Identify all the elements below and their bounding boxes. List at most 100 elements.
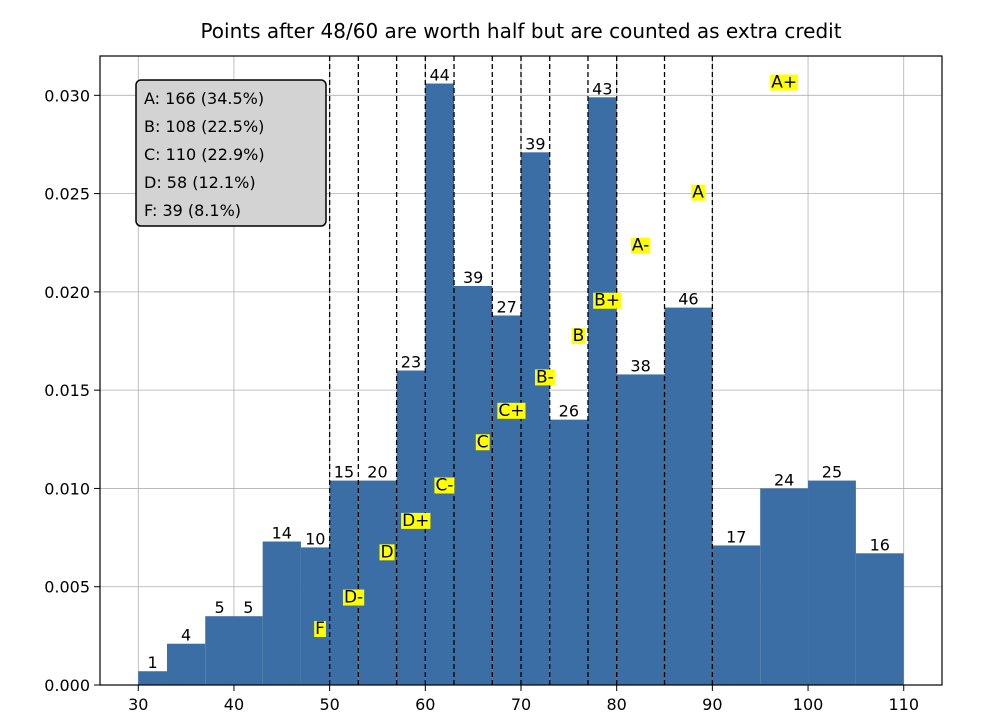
grade-label: C- xyxy=(434,476,455,496)
grade-label: D xyxy=(379,542,395,562)
bar-count-label: 23 xyxy=(401,353,421,372)
bar-count-label: 16 xyxy=(870,535,890,554)
y-tick-label: 0.020 xyxy=(44,283,90,302)
histogram-bar xyxy=(329,480,359,685)
grade-label-highlight xyxy=(691,184,706,201)
bar-count-label: 17 xyxy=(726,527,746,546)
bar-count-label: 44 xyxy=(429,66,449,85)
grade-label: D- xyxy=(342,588,365,608)
grade-label-text: B xyxy=(573,326,585,346)
grade-label-text: F xyxy=(315,619,325,639)
x-tick-label: 110 xyxy=(888,695,919,714)
x-tick-label: 60 xyxy=(415,695,435,714)
x-tick-label: 90 xyxy=(702,695,722,714)
grade-label-text: B- xyxy=(536,367,554,387)
grade-label-text: B+ xyxy=(594,291,620,311)
bar-count-label: 14 xyxy=(272,524,292,543)
bar-count-label: 39 xyxy=(525,134,545,153)
y-axis-ticks: 0.000 0.005 0.010 0.015 0.020 0.025 0.030 xyxy=(44,86,100,695)
histogram-bar xyxy=(587,97,617,685)
legend-line-f: F: 39 (8.1%) xyxy=(144,201,241,220)
histogram-bar xyxy=(300,547,330,685)
histogram-bar xyxy=(616,374,665,685)
histogram-bar xyxy=(712,545,761,685)
y-tick-label: 0.025 xyxy=(44,185,90,204)
histogram-bar xyxy=(358,480,397,685)
grade-label-text: C+ xyxy=(498,401,524,421)
grade-label-highlight xyxy=(630,237,651,254)
grade-label-highlight xyxy=(593,292,622,309)
histogram-bar xyxy=(166,643,206,685)
x-tick-label: 50 xyxy=(319,695,339,714)
histogram-bar xyxy=(760,488,809,685)
grade-label-text: D- xyxy=(344,588,363,608)
bar-count-label: 39 xyxy=(463,268,483,287)
grade-label: B- xyxy=(535,367,555,387)
y-tick-label: 0.015 xyxy=(44,381,90,400)
grade-label-highlight xyxy=(342,589,365,606)
histogram-bar xyxy=(205,616,234,685)
y-tick-label: 0.010 xyxy=(44,479,90,498)
grade-label: C xyxy=(475,432,490,452)
bar-count-label: 5 xyxy=(243,598,253,617)
grade-label: A xyxy=(691,183,706,203)
x-tick-label: 30 xyxy=(128,695,148,714)
grade-label-text: C xyxy=(477,432,489,452)
histogram-bar xyxy=(664,307,713,685)
grade-label: F xyxy=(314,619,326,639)
histogram-bar xyxy=(808,480,856,685)
grade-label-text: A xyxy=(692,183,704,203)
y-tick-label: 0.030 xyxy=(44,86,90,105)
grade-label-highlight xyxy=(770,74,799,91)
histogram-bar xyxy=(138,671,167,685)
x-tick-label: 100 xyxy=(793,695,824,714)
grade-label: A+ xyxy=(770,73,799,93)
grade-label-highlight xyxy=(314,620,326,637)
bar-count-label: 4 xyxy=(181,626,191,645)
bar-count-label: 24 xyxy=(774,470,794,489)
legend-line-a: A: 166 (34.5%) xyxy=(144,89,264,108)
x-tick-label: 80 xyxy=(607,695,627,714)
bar-count-label: 26 xyxy=(559,402,579,421)
bar-count-label: 46 xyxy=(678,290,698,309)
x-tick-label: 40 xyxy=(224,695,244,714)
legend-line-c: C: 110 (22.9%) xyxy=(144,145,265,164)
histogram-bar xyxy=(549,419,588,685)
chart-title: Points after 48/60 are worth half but ar… xyxy=(200,19,841,43)
bar-count-label: 1 xyxy=(148,653,158,672)
grade-label: B xyxy=(571,326,586,346)
histogram-bar xyxy=(454,285,493,685)
bar-count-label: 38 xyxy=(630,356,650,375)
legend-background xyxy=(135,79,327,227)
bar-count-label: 15 xyxy=(334,463,354,482)
histogram-bar xyxy=(233,616,263,685)
grade-label-text: A- xyxy=(632,236,649,256)
grade-label-text: A+ xyxy=(771,73,797,93)
grade-label: C+ xyxy=(497,401,526,421)
grade-label-text: D xyxy=(380,542,393,562)
bar-count-label: 27 xyxy=(496,297,516,316)
legend-line-d: D: 58 (12.1%) xyxy=(144,173,256,192)
grade-label-highlight xyxy=(475,434,490,451)
bar-count-label: 20 xyxy=(367,463,387,482)
grade-label: A- xyxy=(630,236,651,256)
bar-count-label: 10 xyxy=(305,529,325,548)
bar-count-label: 43 xyxy=(592,79,612,98)
histogram-bar xyxy=(492,315,521,685)
grade-label-highlight xyxy=(535,369,555,386)
y-tick-label: 0.000 xyxy=(44,676,90,695)
grade-label-highlight xyxy=(379,544,395,561)
grade-summary-legend: A: 166 (34.5%) B: 108 (22.5%) C: 110 (22… xyxy=(135,79,327,227)
histogram-bar xyxy=(262,541,301,685)
bar-count-label: 5 xyxy=(215,598,225,617)
grade-label-text: D+ xyxy=(402,511,429,531)
grade-label: D+ xyxy=(401,511,431,531)
histogram-bars xyxy=(138,83,904,686)
bar-count-label: 25 xyxy=(822,463,842,482)
grade-labels: F D- D D+ C- C C+ B- B B+ A- A A+ xyxy=(314,73,799,639)
grade-label-highlight xyxy=(571,328,586,345)
grade-label-highlight xyxy=(401,512,431,529)
y-tick-label: 0.005 xyxy=(44,578,90,597)
